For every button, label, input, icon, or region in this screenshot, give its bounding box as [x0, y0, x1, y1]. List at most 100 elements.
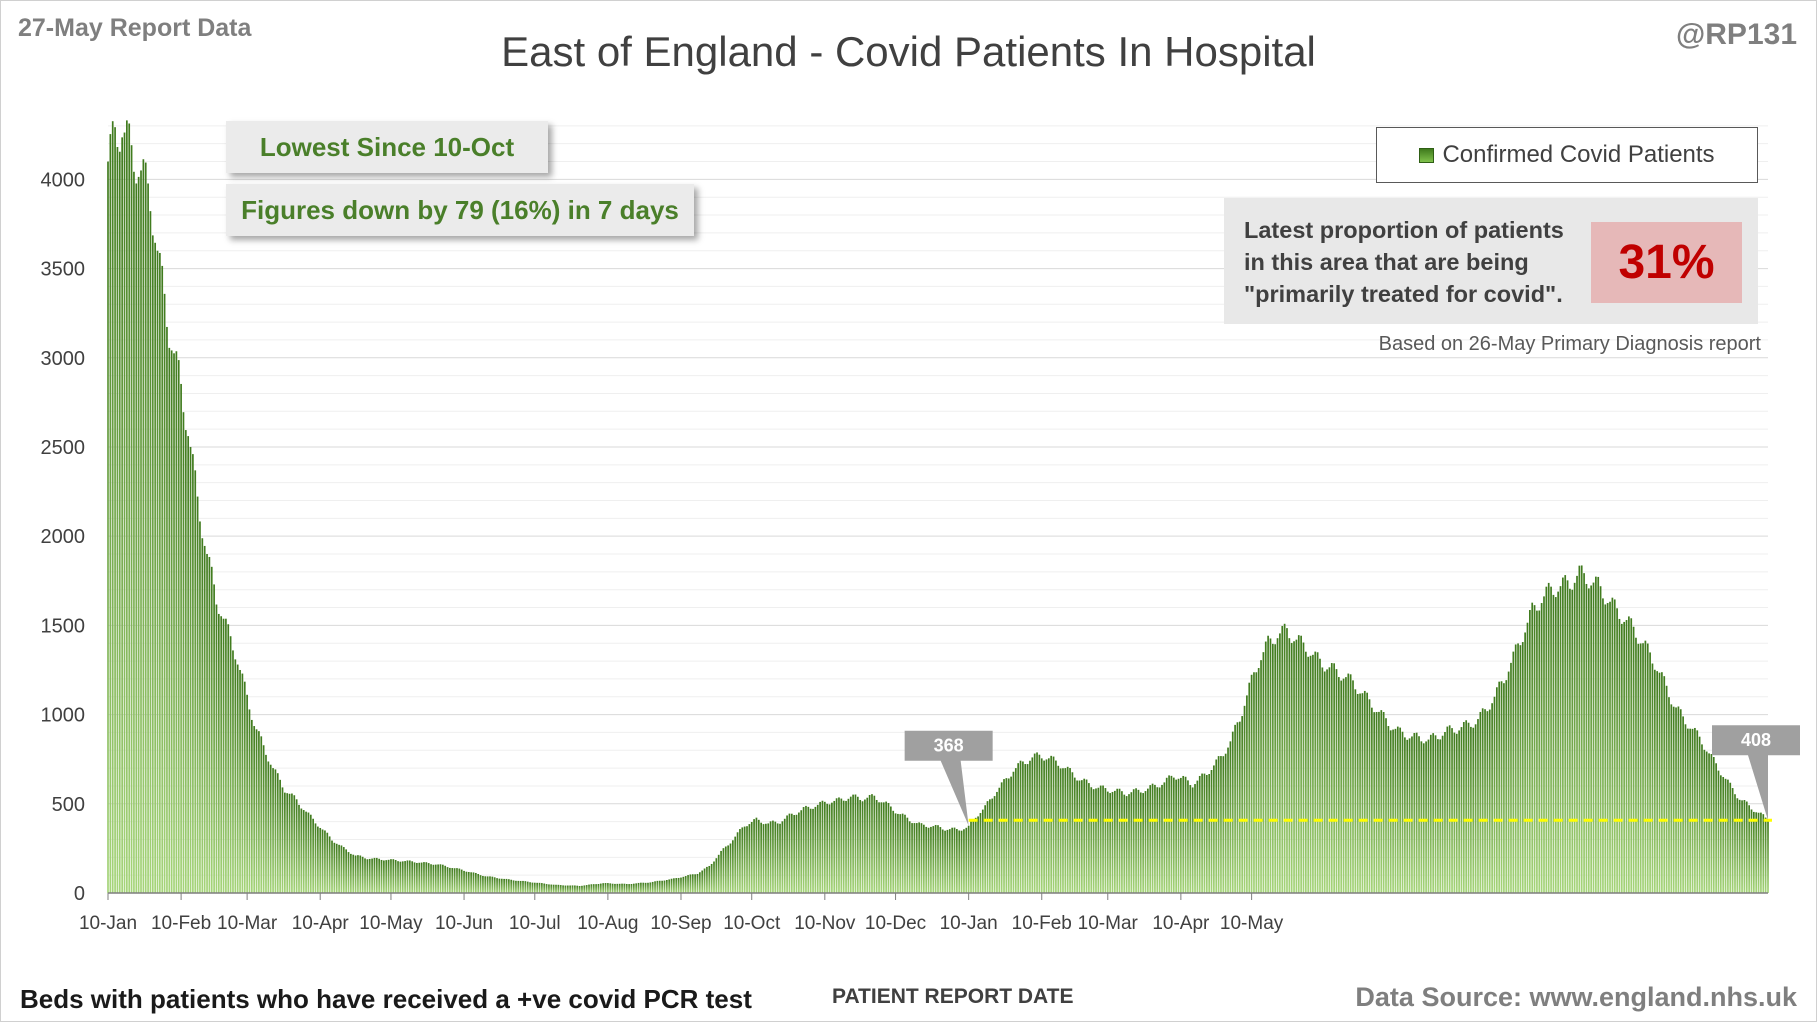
- bar: [307, 812, 310, 893]
- bar: [1012, 771, 1015, 893]
- bar: [734, 836, 737, 893]
- bar: [1345, 677, 1347, 894]
- bar: [345, 849, 347, 893]
- bar: [1198, 775, 1201, 893]
- bar: [939, 827, 942, 893]
- bar: [1554, 597, 1557, 893]
- bar: [1092, 789, 1095, 893]
- bar: [121, 137, 123, 894]
- bar: [800, 810, 803, 893]
- bar: [798, 812, 800, 893]
- bar: [899, 814, 902, 893]
- bar: [750, 821, 753, 893]
- bar: [880, 802, 883, 893]
- bar: [1566, 580, 1569, 893]
- bar: [1550, 586, 1552, 893]
- bar: [503, 878, 505, 893]
- bar: [182, 412, 185, 893]
- bar: [1495, 687, 1498, 893]
- bar: [1552, 594, 1555, 893]
- bar: [663, 880, 666, 893]
- bar: [378, 858, 381, 893]
- bar: [1069, 768, 1071, 893]
- bar: [1708, 753, 1710, 893]
- bar: [1649, 652, 1651, 893]
- bar: [1147, 788, 1149, 893]
- bar: [632, 883, 635, 893]
- bar: [585, 885, 588, 893]
- bar: [618, 883, 621, 893]
- bar: [1003, 779, 1005, 893]
- bar: [1213, 765, 1215, 893]
- bar: [1052, 756, 1055, 893]
- bar: [489, 876, 491, 893]
- bar: [1241, 716, 1244, 893]
- bar: [456, 868, 458, 893]
- bar: [1347, 673, 1350, 893]
- y-tick-label: 4000: [41, 169, 86, 191]
- bar: [1208, 774, 1211, 893]
- bar: [1102, 785, 1104, 893]
- bar: [1524, 632, 1526, 893]
- bar: [1137, 789, 1140, 893]
- bar: [1132, 789, 1135, 893]
- bar: [1486, 711, 1489, 893]
- bar: [1512, 651, 1515, 893]
- bar: [986, 801, 989, 893]
- bar: [1543, 596, 1545, 893]
- bar: [142, 159, 145, 894]
- bar: [1684, 724, 1687, 893]
- bar: [1203, 773, 1206, 893]
- bar: [1026, 764, 1029, 893]
- bar: [1375, 712, 1378, 893]
- lowest-since-text: Lowest Since 10-Oct: [259, 131, 515, 162]
- bar: [1470, 726, 1472, 893]
- bar: [399, 861, 402, 893]
- bar: [1057, 765, 1060, 893]
- bar: [1309, 655, 1312, 893]
- bar: [1743, 800, 1746, 893]
- bar: [708, 865, 711, 893]
- chart-title: East of England - Covid Patients In Hosp…: [501, 28, 1316, 75]
- y-tick-label: 1500: [41, 615, 86, 637]
- y-tick-label: 3500: [41, 259, 86, 281]
- x-tick-label: 10-Jan: [940, 913, 998, 934]
- bar: [439, 864, 442, 893]
- bar: [927, 827, 930, 893]
- bar: [144, 162, 147, 894]
- bar: [260, 736, 263, 893]
- bar: [741, 827, 744, 893]
- bar: [416, 862, 418, 893]
- bar: [616, 883, 619, 893]
- bar: [441, 864, 444, 893]
- bar: [248, 709, 251, 893]
- legend: Confirmed Covid Patients: [1376, 127, 1758, 183]
- bar: [236, 664, 239, 893]
- bar: [147, 183, 149, 894]
- bar: [1139, 792, 1142, 893]
- bar: [1262, 652, 1265, 893]
- bar: [1613, 599, 1616, 893]
- bar: [1187, 780, 1189, 893]
- bar: [1312, 654, 1314, 893]
- bar: [380, 859, 383, 893]
- bar: [406, 860, 409, 893]
- bar: [1602, 598, 1604, 893]
- bar: [1220, 756, 1222, 893]
- bar: [258, 731, 260, 893]
- bar: [137, 176, 140, 893]
- bar: [1748, 805, 1750, 893]
- bar: [814, 806, 817, 893]
- y-tick-label: 500: [52, 794, 85, 816]
- x-tick-label: 10-Jul: [509, 913, 561, 934]
- bar: [1712, 757, 1715, 893]
- bar: [861, 801, 864, 893]
- bar: [1406, 739, 1409, 893]
- bar: [1401, 731, 1404, 893]
- bar: [1142, 793, 1144, 893]
- bar: [1738, 799, 1741, 893]
- bar: [1217, 756, 1220, 893]
- bar: [1349, 674, 1352, 893]
- bar: [1658, 672, 1661, 893]
- bar: [1646, 643, 1649, 893]
